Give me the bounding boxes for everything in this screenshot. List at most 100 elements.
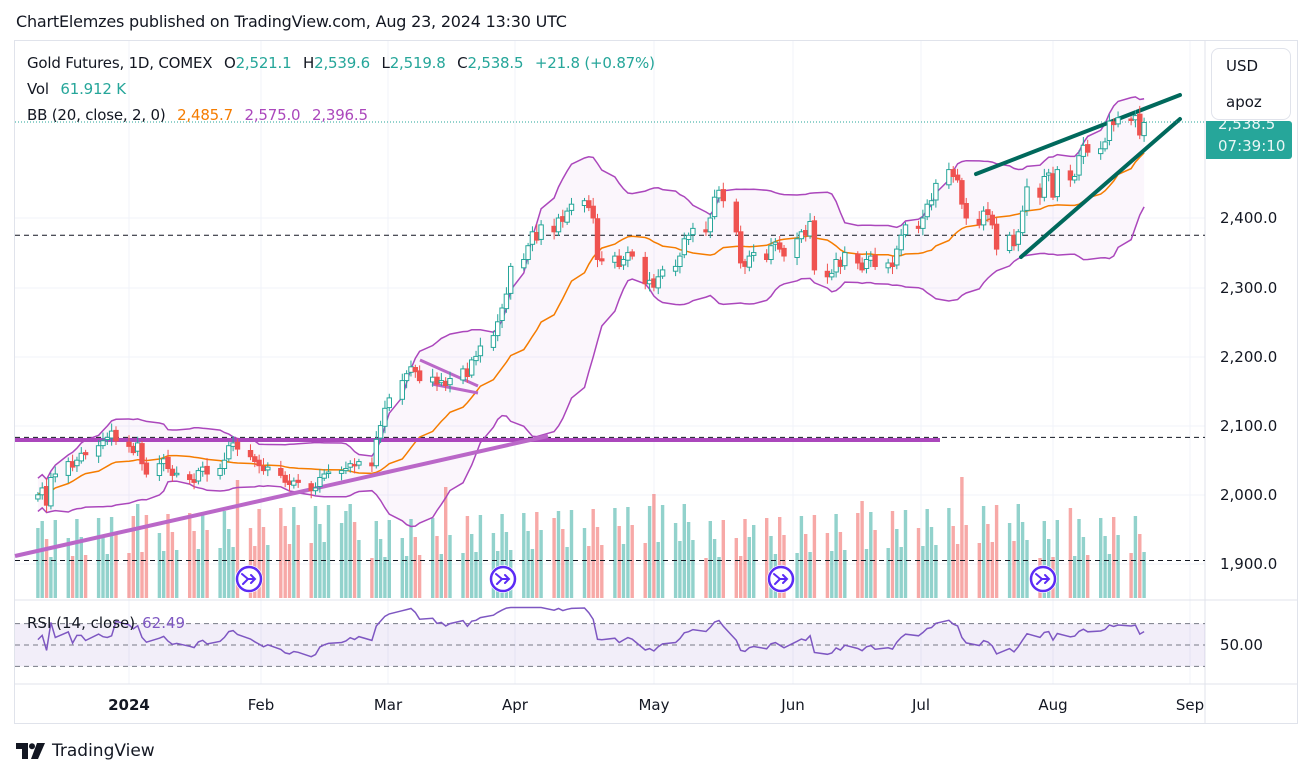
currency-label[interactable]: USD xyxy=(1226,57,1259,75)
candle-body xyxy=(720,189,726,202)
volume-bar xyxy=(66,538,70,598)
volume-bar xyxy=(1016,504,1020,598)
candle-body xyxy=(1006,234,1013,252)
candle-body xyxy=(130,445,137,454)
volume-bar xyxy=(474,552,478,598)
volume-bar xyxy=(1133,516,1138,598)
volume-bar xyxy=(587,546,591,598)
rsi-label[interactable]: RSI (14, close) xyxy=(27,614,136,632)
candle-body xyxy=(1115,117,1121,125)
volume-bar xyxy=(1112,517,1116,598)
candle-body xyxy=(954,174,961,181)
bb-background xyxy=(37,96,1145,527)
volume-bar xyxy=(621,544,626,598)
volume-bar xyxy=(1103,536,1107,598)
legend-bb-label[interactable]: BB (20, close, 2, 0) xyxy=(27,106,166,124)
volume-bar xyxy=(109,517,114,598)
volume-bar xyxy=(261,527,266,598)
volume-bar xyxy=(955,544,960,598)
candle-body xyxy=(408,366,414,373)
candle-body xyxy=(963,203,969,219)
volume-bar xyxy=(856,513,860,598)
legend-change: +21.8 (+0.87%) xyxy=(534,54,655,72)
volume-bar xyxy=(721,520,725,598)
time-label: Sep xyxy=(1175,696,1205,714)
volume-bar xyxy=(170,532,175,598)
candle-body xyxy=(78,452,84,462)
candle-body xyxy=(612,255,618,263)
candle-body xyxy=(625,252,631,261)
unit-label[interactable]: apoz xyxy=(1226,93,1262,111)
candle-body xyxy=(321,473,327,479)
volume-bar xyxy=(231,547,235,598)
contract-roll-icon[interactable] xyxy=(489,565,517,593)
volume-bar xyxy=(1138,534,1142,598)
legend-bb-basis: 2,485.7 xyxy=(177,106,233,124)
contract-roll-icon[interactable] xyxy=(767,565,795,593)
candle-body xyxy=(278,468,284,476)
volume-bar xyxy=(101,536,105,598)
candle-body xyxy=(1054,169,1060,198)
volume-bar xyxy=(734,538,738,598)
volume-bar xyxy=(752,525,756,598)
volume-bar xyxy=(166,514,170,598)
volume-bar xyxy=(374,521,378,598)
volume-bar xyxy=(686,522,691,598)
price-tick: 2,400.0 xyxy=(1220,209,1278,227)
candle-body xyxy=(885,262,891,269)
contract-roll-icon-arrow xyxy=(495,573,511,585)
candle-body xyxy=(377,425,384,439)
candle-body xyxy=(538,224,544,240)
volume-bar xyxy=(903,510,908,598)
candle-body xyxy=(48,477,54,507)
candle-body xyxy=(200,466,206,472)
volume-bar xyxy=(1073,556,1077,598)
candle-body xyxy=(1037,187,1043,198)
volume-bar xyxy=(470,534,474,598)
volume-bar xyxy=(491,533,496,598)
candle-body xyxy=(872,254,878,267)
candle-body xyxy=(43,486,50,506)
candle-body xyxy=(777,242,783,250)
tradingview-logo[interactable]: TradingView xyxy=(16,741,155,761)
price-tick: 2,100.0 xyxy=(1220,417,1278,435)
candle-body xyxy=(221,459,228,470)
tradingview-logo-icon xyxy=(16,743,45,759)
volume-bar xyxy=(105,554,109,598)
candle-body xyxy=(434,376,440,385)
candle-body xyxy=(403,373,410,382)
candle-body xyxy=(690,227,696,236)
volume-bar xyxy=(990,542,994,598)
volume-bar xyxy=(1129,553,1133,598)
candle-body xyxy=(343,468,349,472)
volume-bar xyxy=(925,509,929,598)
candle-body xyxy=(993,223,1000,250)
candle-body xyxy=(39,487,45,496)
contract-roll-icon[interactable] xyxy=(235,565,263,593)
candle-body xyxy=(707,217,713,233)
currency-unit-selector[interactable]: USD apoz xyxy=(1211,48,1291,120)
candle-body xyxy=(356,461,362,466)
candle-body xyxy=(165,456,171,469)
volume-bar xyxy=(873,530,877,598)
legend-ohlc: Gold Futures, 1D, COMEX O2,521.1 H2,539.… xyxy=(27,54,655,72)
volume-bar xyxy=(678,541,682,598)
contract-roll-icon[interactable] xyxy=(1029,565,1057,593)
legend-vol-label[interactable]: Vol xyxy=(27,80,49,98)
time-label: Jun xyxy=(781,696,805,714)
candle-body xyxy=(286,480,293,485)
volume-bar xyxy=(743,519,747,598)
candle-body xyxy=(928,200,935,206)
candle-body xyxy=(174,472,180,476)
candle-body xyxy=(829,272,835,278)
candle-body xyxy=(946,169,952,186)
candle-body xyxy=(416,370,423,382)
candle-body xyxy=(1046,172,1052,176)
candle-body xyxy=(1102,141,1108,150)
candle-body xyxy=(508,265,514,294)
candle-body xyxy=(256,459,262,467)
legend-symbol[interactable]: Gold Futures, 1D, COMEX xyxy=(27,54,213,72)
candle-body xyxy=(252,456,258,463)
volume-bar xyxy=(344,511,348,598)
